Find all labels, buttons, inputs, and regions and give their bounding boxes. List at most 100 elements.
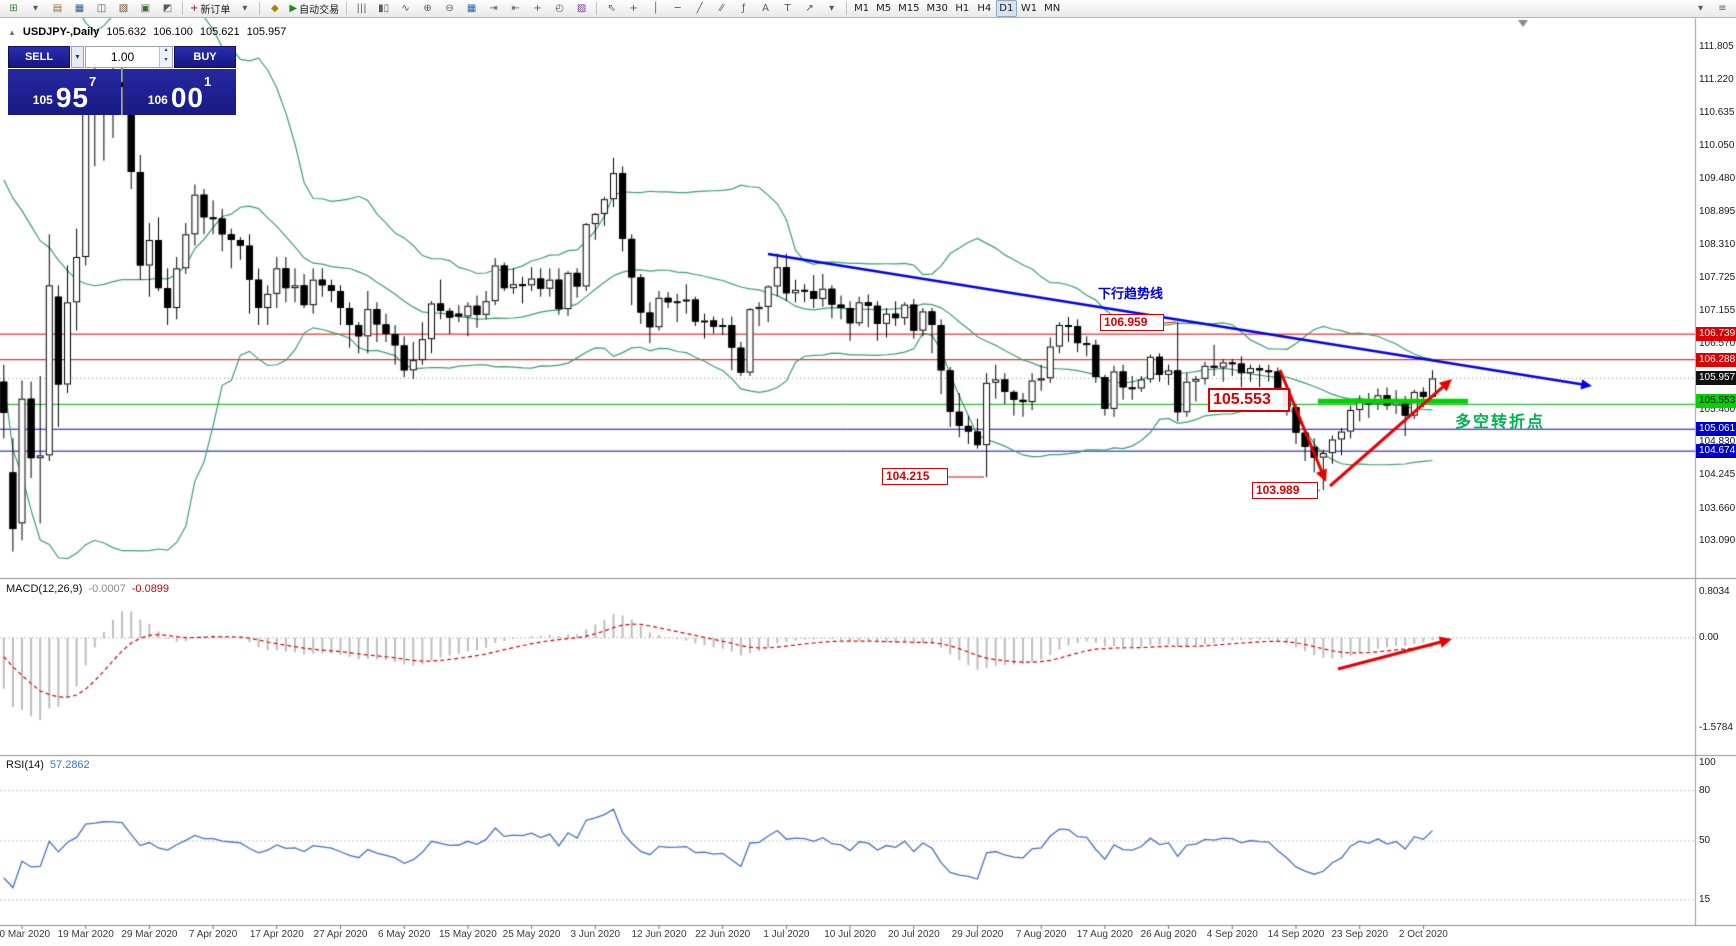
price-callout[interactable]: 104.215 bbox=[882, 468, 948, 485]
chart-shift-button[interactable]: ⇤ bbox=[511, 3, 520, 14]
timeframe-mn-button[interactable]: MN bbox=[1044, 3, 1061, 14]
vertical-line-button[interactable]: │ bbox=[652, 3, 659, 14]
horizontal-line-button[interactable]: ─ bbox=[674, 3, 681, 14]
date-axis-label: 26 Aug 2020 bbox=[1140, 929, 1197, 940]
trade-panel-collapse-icon[interactable]: ▲ bbox=[8, 27, 16, 37]
volume-input[interactable] bbox=[86, 47, 159, 67]
volume-spinner: ▴ ▾ bbox=[159, 47, 172, 67]
toolbar-separator bbox=[259, 2, 261, 15]
timeframe-d1-button[interactable]: D1 bbox=[995, 0, 1017, 17]
profiles-button[interactable]: ▤ bbox=[52, 3, 63, 14]
date-axis-label: 25 May 2020 bbox=[502, 929, 561, 940]
timeframe-h1-button[interactable]: H1 bbox=[955, 3, 970, 14]
label-button[interactable]: T bbox=[784, 3, 791, 14]
date-axis-label: 19 Mar 2020 bbox=[57, 929, 114, 940]
date-axis-label: 29 Jul 2020 bbox=[951, 929, 1004, 940]
sell-button[interactable]: SELL bbox=[8, 46, 70, 68]
arrows-button[interactable]: ↗ bbox=[805, 3, 814, 14]
new-order-dropdown[interactable]: ▾ bbox=[242, 3, 248, 14]
volume-increase-button[interactable]: ▴ bbox=[160, 47, 172, 57]
timeframe-m1-button[interactable]: M1 bbox=[854, 3, 870, 14]
one-click-trading-panel: SELL ▼ ▴ ▾ BUY 105 95 7 106 00 1 bbox=[8, 46, 236, 115]
price-axis-label: 107.155 bbox=[1699, 304, 1736, 316]
price-axis-label: 104.830 bbox=[1699, 436, 1736, 448]
price-axis-label: 110.050 bbox=[1699, 140, 1735, 152]
rsi-axis-label: 15 bbox=[1699, 893, 1711, 905]
price-callout[interactable]: 105.553 bbox=[1208, 388, 1290, 412]
metaeditor-button[interactable]: ◆ bbox=[271, 3, 279, 14]
navigator-button[interactable]: ▧ bbox=[118, 3, 129, 14]
price-callout[interactable]: 103.989 bbox=[1252, 482, 1318, 499]
rsi-axis-label: 80 bbox=[1699, 784, 1711, 796]
cursor-button[interactable]: ⇖ bbox=[607, 3, 616, 14]
price-level-tag: 105.957 bbox=[1696, 371, 1736, 386]
date-axis-label: 29 Mar 2020 bbox=[121, 929, 178, 940]
ask-price-prefix: 106 bbox=[147, 93, 168, 107]
tile-windows-button[interactable]: ▦ bbox=[466, 3, 477, 14]
text-button[interactable]: A bbox=[762, 3, 770, 14]
zoom-in-button[interactable]: ⊕ bbox=[423, 3, 432, 14]
date-axis-label: 17 Aug 2020 bbox=[1076, 929, 1133, 940]
market-watch-button[interactable]: ▦ bbox=[74, 3, 85, 14]
price-level-tag: 106.739 bbox=[1696, 327, 1736, 342]
price-axis-label: 105.400 bbox=[1699, 404, 1736, 415]
price-level-tag: 104.674 bbox=[1696, 444, 1736, 459]
autotrading-button[interactable]: ▶ 自动交易 bbox=[289, 3, 340, 16]
date-axis-label: 6 May 2020 bbox=[378, 929, 431, 940]
timeframe-h4-button[interactable]: H4 bbox=[977, 3, 992, 14]
rsi-header: RSI(14) 57.2862 bbox=[6, 759, 90, 771]
bar-chart-button[interactable]: ||| bbox=[356, 3, 367, 14]
auto-scroll-button[interactable]: ⇥ bbox=[489, 3, 498, 14]
open-value: 105.632 bbox=[106, 26, 147, 38]
toolbar-separator bbox=[846, 2, 848, 15]
channel-button[interactable]: ⁄⁄ bbox=[719, 3, 724, 14]
rsi-axis-label: 50 bbox=[1699, 835, 1711, 846]
shapes-dropdown[interactable]: ▾ bbox=[829, 3, 835, 14]
line-chart-button[interactable]: ∿ bbox=[401, 3, 410, 14]
timeframe-m15-button[interactable]: M15 bbox=[898, 3, 920, 14]
periods-dropdown-button[interactable]: ◴ bbox=[555, 3, 564, 14]
rsi-value: 57.2862 bbox=[49, 759, 90, 771]
date-axis-label: 1 Jul 2020 bbox=[763, 929, 810, 940]
bid-quote-button[interactable]: 105 95 7 bbox=[8, 69, 121, 115]
price-axis-label: 111.805 bbox=[1699, 41, 1734, 53]
volume-dropdown-button[interactable]: ▼ bbox=[71, 46, 84, 68]
ask-quote-button[interactable]: 106 00 1 bbox=[123, 69, 236, 115]
volume-decrease-button[interactable]: ▾ bbox=[160, 57, 172, 67]
terminal-button[interactable]: ▣ bbox=[140, 3, 151, 14]
rsi-name: RSI(14) bbox=[6, 759, 44, 771]
buy-button[interactable]: BUY bbox=[174, 46, 236, 68]
timeframe-w1-button[interactable]: W1 bbox=[1020, 3, 1038, 14]
indicators-button[interactable]: + bbox=[533, 3, 542, 14]
trendline-button[interactable]: ╱ bbox=[696, 3, 703, 14]
strategy-tester-button[interactable]: ◩ bbox=[162, 3, 173, 14]
date-axis-label: 20 Jul 2020 bbox=[887, 929, 940, 940]
toolbar-customize-button[interactable]: ▾ bbox=[1697, 3, 1704, 14]
templates-button[interactable]: ▨ bbox=[576, 3, 587, 14]
new-chart-dropdown[interactable]: ▾ bbox=[32, 3, 39, 14]
date-axis-label: 22 Jun 2020 bbox=[695, 929, 751, 940]
bid-price-big: 95 bbox=[55, 82, 89, 113]
price-callout[interactable]: 106.959 bbox=[1100, 314, 1164, 331]
macd-main-value: -0.0007 bbox=[88, 583, 126, 595]
downtrend-line-label[interactable]: 下行趋势线 bbox=[1098, 286, 1164, 301]
fibonacci-button[interactable]: ƒ bbox=[741, 3, 746, 14]
candlestick-chart-button[interactable]: ▮▯ bbox=[378, 3, 390, 14]
crosshair-button[interactable]: + bbox=[629, 3, 638, 14]
price-axis-label: 109.480 bbox=[1699, 172, 1736, 184]
zoom-out-button[interactable]: ⊖ bbox=[445, 3, 454, 14]
data-window-button[interactable]: ◫ bbox=[96, 3, 107, 14]
toolbar-more-button[interactable]: ≡ bbox=[1718, 3, 1727, 14]
date-axis-label: 12 Jun 2020 bbox=[631, 929, 687, 940]
new-order-button[interactable]: + 新订单 bbox=[190, 3, 231, 16]
timeframe-m5-button[interactable]: M5 bbox=[876, 3, 892, 14]
timeframe-m30-button[interactable]: M30 bbox=[926, 3, 948, 14]
date-axis-label: 10 Jul 2020 bbox=[824, 929, 876, 940]
pivot-point-label[interactable]: 多空转折点 bbox=[1455, 414, 1546, 431]
new-chart-button[interactable]: ⊞ bbox=[9, 3, 18, 14]
price-axis-label: 108.895 bbox=[1699, 205, 1736, 217]
price-axis-label: 111.220 bbox=[1699, 74, 1734, 86]
date-axis-label: 23 Sep 2020 bbox=[1331, 929, 1389, 940]
date-axis-label: 7 Apr 2020 bbox=[188, 929, 238, 940]
